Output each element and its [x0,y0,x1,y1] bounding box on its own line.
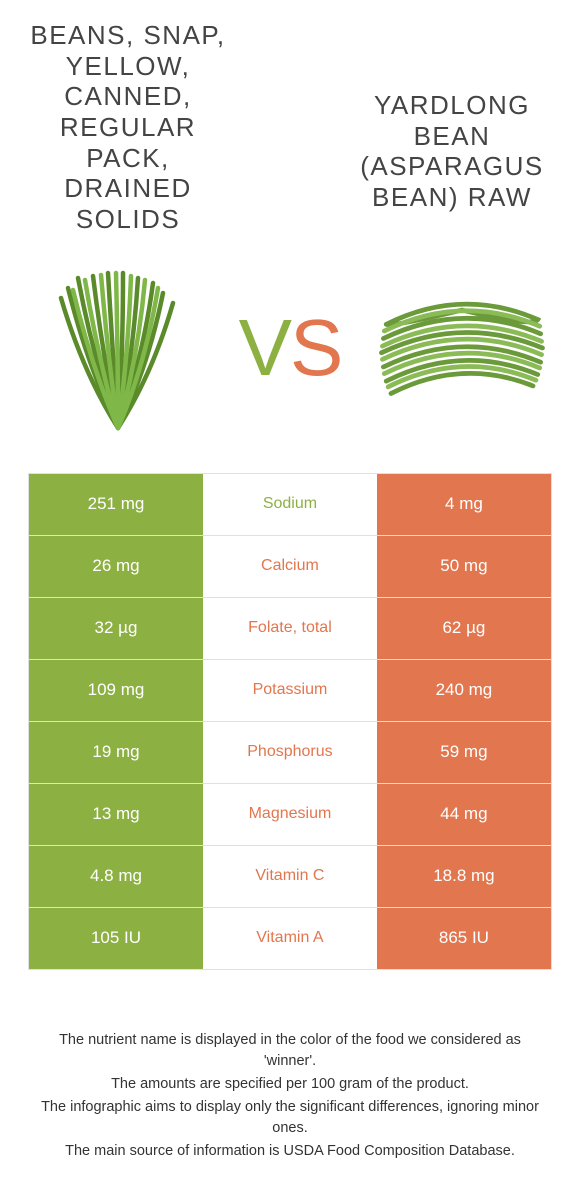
value-left: 109 mg [29,660,203,721]
footer-line-1: The nutrient name is displayed in the co… [32,1030,548,1072]
value-left: 13 mg [29,784,203,845]
footer-line-4: The main source of information is USDA F… [32,1141,548,1162]
value-right: 4 mg [377,474,551,535]
value-left: 105 IU [29,908,203,969]
table-row: 32 µgFolate, total62 µg [29,598,551,660]
nutrient-label: Potassium [203,660,377,721]
title-right-col: YARDLONG BEAN (ASPARAGUS BEAN) RAW [352,20,552,213]
vs-v: V [239,303,290,392]
infographic: BEANS, SNAP, YELLOW, CANNED, REGULAR PAC… [0,0,580,1162]
value-left: 251 mg [29,474,203,535]
value-left: 26 mg [29,536,203,597]
nutrient-label: Vitamin C [203,846,377,907]
title-left-col: BEANS, SNAP, YELLOW, CANNED, REGULAR PAC… [28,20,228,235]
value-right: 44 mg [377,784,551,845]
food-right-image [372,253,552,443]
value-right: 240 mg [377,660,551,721]
green-beans-icon [33,258,203,438]
images-row: VS [28,253,552,443]
nutrient-label: Folate, total [203,598,377,659]
value-right: 865 IU [377,908,551,969]
food-right-title: YARDLONG BEAN (ASPARAGUS BEAN) RAW [352,90,552,213]
table-row: 4.8 mgVitamin C18.8 mg [29,846,551,908]
nutrient-table: 251 mgSodium4 mg26 mgCalcium50 mg32 µgFo… [28,473,552,970]
nutrient-label: Magnesium [203,784,377,845]
vs-s: S [290,303,341,392]
value-left: 19 mg [29,722,203,783]
header-titles: BEANS, SNAP, YELLOW, CANNED, REGULAR PAC… [28,20,552,235]
nutrient-label: Phosphorus [203,722,377,783]
food-left-image [28,253,208,443]
value-right: 18.8 mg [377,846,551,907]
table-row: 13 mgMagnesium44 mg [29,784,551,846]
footer-line-2: The amounts are specified per 100 gram o… [32,1074,548,1095]
table-row: 105 IUVitamin A865 IU [29,908,551,970]
nutrient-label: Sodium [203,474,377,535]
table-row: 251 mgSodium4 mg [29,474,551,536]
footer-line-3: The infographic aims to display only the… [32,1097,548,1139]
yardlong-bean-icon [372,268,552,428]
table-row: 19 mgPhosphorus59 mg [29,722,551,784]
nutrient-label: Vitamin A [203,908,377,969]
value-left: 32 µg [29,598,203,659]
value-right: 50 mg [377,536,551,597]
footer-notes: The nutrient name is displayed in the co… [28,1030,552,1162]
food-left-title: BEANS, SNAP, YELLOW, CANNED, REGULAR PAC… [28,20,228,235]
nutrient-label: Calcium [203,536,377,597]
value-left: 4.8 mg [29,846,203,907]
table-row: 109 mgPotassium240 mg [29,660,551,722]
table-row: 26 mgCalcium50 mg [29,536,551,598]
vs-label: VS [239,302,342,394]
value-right: 59 mg [377,722,551,783]
value-right: 62 µg [377,598,551,659]
